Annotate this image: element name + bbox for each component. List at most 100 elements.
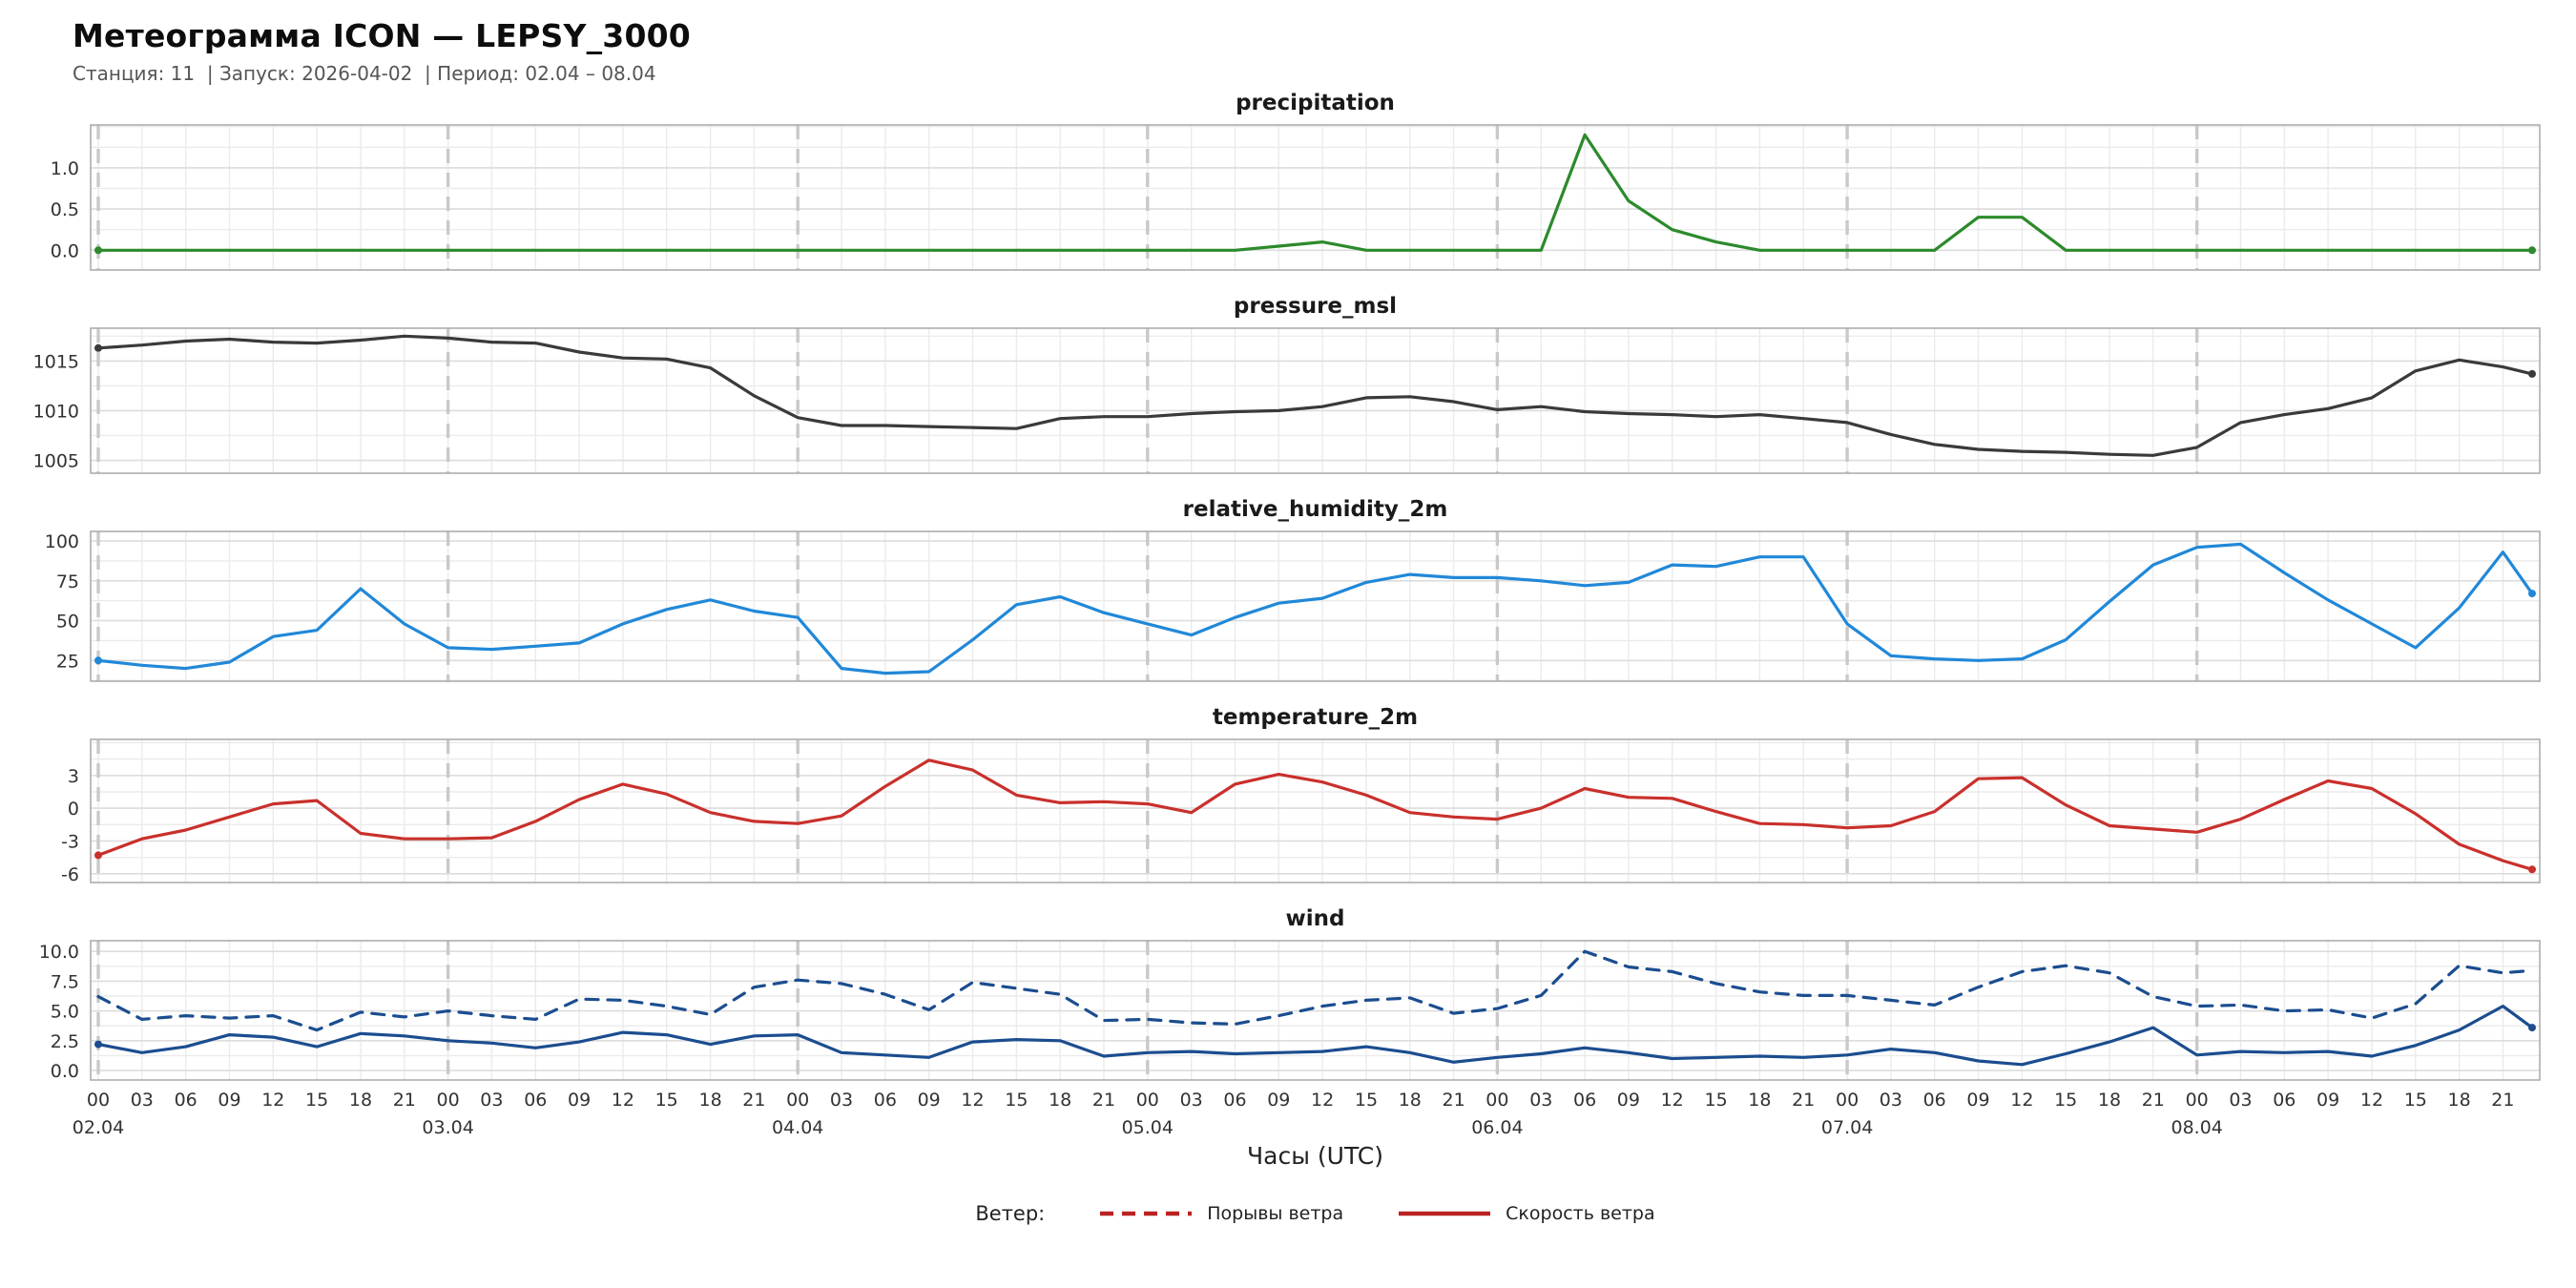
svg-text:0.0: 0.0 <box>51 1061 79 1082</box>
panel-wind: wind 0.0 2.5 5.0 7.5 10.0 00 03 06 09 12 15 18 21 00 0… <box>0 906 2576 1140</box>
svg-text:06.04: 06.04 <box>1471 1117 1523 1138</box>
svg-text:03: 03 <box>2229 1090 2252 1111</box>
wind-legend: Ветер: Порывы ветра Скорость ветра <box>91 1202 2540 1225</box>
svg-text:3: 3 <box>68 766 79 787</box>
svg-text:-6: -6 <box>61 864 79 885</box>
svg-text:15: 15 <box>2054 1090 2077 1111</box>
legend-item-speed-label: Скорость ветра <box>1506 1203 1655 1224</box>
svg-text:15: 15 <box>1005 1090 1028 1111</box>
meteogram-page: Метеограмма ICON — LEPSY_3000 Станция: 1… <box>0 0 2576 1225</box>
panel-temperature: temperature_2m -6 -3 0 3 <box>0 705 2576 889</box>
svg-text:07.04: 07.04 <box>1821 1117 1873 1138</box>
svg-text:1005: 1005 <box>33 451 79 472</box>
svg-text:00: 00 <box>786 1090 809 1111</box>
svg-text:12: 12 <box>2360 1090 2383 1111</box>
x-axis-label: Часы (UTC) <box>1247 1142 1383 1170</box>
svg-text:21: 21 <box>393 1090 416 1111</box>
svg-text:09: 09 <box>918 1090 941 1111</box>
svg-text:5.0: 5.0 <box>51 1002 79 1023</box>
panel-pressure: pressure_msl 1005 1010 1015 <box>0 294 2576 480</box>
svg-text:06: 06 <box>524 1090 547 1111</box>
svg-text:12: 12 <box>261 1090 284 1111</box>
svg-text:08.04: 08.04 <box>2171 1117 2222 1138</box>
svg-text:7.5: 7.5 <box>51 971 79 992</box>
chart-title-temperature: temperature_2m <box>1212 705 1419 730</box>
svg-text:21: 21 <box>2491 1090 2514 1111</box>
svg-text:21: 21 <box>1443 1090 1465 1111</box>
svg-text:00: 00 <box>437 1090 460 1111</box>
svg-text:18: 18 <box>2098 1090 2121 1111</box>
svg-text:00: 00 <box>2186 1090 2209 1111</box>
svg-text:15: 15 <box>2404 1090 2427 1111</box>
page-subtitle: Станция: 11 | Запуск: 2026-04-02 | Перио… <box>73 62 656 85</box>
speed-solid-line-swatch <box>1399 1211 1491 1216</box>
chart-title-precipitation: precipitation <box>1236 91 1395 115</box>
svg-text:09: 09 <box>1966 1090 1989 1111</box>
svg-text:1015: 1015 <box>33 351 79 372</box>
svg-text:18: 18 <box>699 1090 722 1111</box>
svg-text:09: 09 <box>2316 1090 2339 1111</box>
svg-text:06: 06 <box>874 1090 897 1111</box>
chart-title-humidity: relative_humidity_2m <box>1182 497 1448 522</box>
gusts-dashed-line-swatch <box>1100 1211 1193 1216</box>
svg-text:21: 21 <box>2142 1090 2165 1111</box>
svg-text:15: 15 <box>305 1090 328 1111</box>
svg-text:0: 0 <box>68 799 79 820</box>
svg-text:21: 21 <box>1792 1090 1815 1111</box>
svg-text:06: 06 <box>1223 1090 1246 1111</box>
legend-item-gusts-label: Порывы ветра <box>1207 1203 1344 1224</box>
svg-text:15: 15 <box>1705 1090 1728 1111</box>
header: Метеограмма ICON — LEPSY_3000 Станция: 1… <box>0 0 2576 85</box>
svg-text:12: 12 <box>612 1090 634 1111</box>
svg-text:75: 75 <box>56 571 79 592</box>
wind-chart: 0.0 2.5 5.0 7.5 10.0 00 03 06 09 12 15 18 21 00 03 06 09… <box>39 940 2541 1138</box>
svg-text:03: 03 <box>480 1090 503 1111</box>
svg-text:-3: -3 <box>61 832 79 853</box>
temperature-chart: -6 -3 0 3 <box>61 738 2541 885</box>
chart-title-pressure: pressure_msl <box>1233 294 1398 319</box>
svg-text:09: 09 <box>218 1090 240 1111</box>
svg-text:18: 18 <box>2448 1090 2471 1111</box>
svg-text:06: 06 <box>175 1090 197 1111</box>
legend-item-gusts: Порывы ветра <box>1098 1203 1343 1224</box>
panel-precipitation: precipitation 0.0 0.5 1.0 <box>0 91 2576 277</box>
svg-text:06: 06 <box>1923 1090 1946 1111</box>
svg-text:00: 00 <box>87 1090 110 1111</box>
svg-text:21: 21 <box>1092 1090 1115 1111</box>
svg-text:12: 12 <box>1661 1090 1684 1111</box>
svg-text:12: 12 <box>2010 1090 2033 1111</box>
page-title: Метеограмма ICON — LEPSY_3000 <box>73 17 691 54</box>
svg-text:2.5: 2.5 <box>51 1031 79 1052</box>
svg-text:25: 25 <box>56 651 79 672</box>
svg-text:09: 09 <box>1617 1090 1640 1111</box>
svg-text:03: 03 <box>1880 1090 1902 1111</box>
svg-text:03.04: 03.04 <box>422 1117 473 1138</box>
svg-text:09: 09 <box>1267 1090 1290 1111</box>
svg-text:04.04: 04.04 <box>772 1117 823 1138</box>
svg-text:18: 18 <box>1748 1090 1771 1111</box>
svg-text:00: 00 <box>1485 1090 1508 1111</box>
svg-text:15: 15 <box>1355 1090 1378 1111</box>
svg-text:50: 50 <box>56 612 79 633</box>
svg-text:21: 21 <box>742 1090 765 1111</box>
svg-text:03: 03 <box>131 1090 154 1111</box>
legend-item-speed: Скорость ветра <box>1397 1203 1655 1224</box>
svg-text:1.0: 1.0 <box>51 158 79 179</box>
svg-text:00: 00 <box>1136 1090 1159 1111</box>
panel-humidity: relative_humidity_2m 25 50 75 100 <box>0 497 2576 688</box>
svg-text:06: 06 <box>1573 1090 1596 1111</box>
svg-text:12: 12 <box>1311 1090 1334 1111</box>
svg-text:18: 18 <box>1049 1090 1071 1111</box>
svg-text:02.04: 02.04 <box>73 1117 124 1138</box>
svg-text:12: 12 <box>961 1090 984 1111</box>
svg-text:00: 00 <box>1836 1090 1859 1111</box>
svg-text:15: 15 <box>655 1090 678 1111</box>
svg-text:1010: 1010 <box>33 401 79 422</box>
svg-text:100: 100 <box>45 531 79 552</box>
svg-text:06: 06 <box>2273 1090 2296 1111</box>
svg-text:18: 18 <box>349 1090 372 1111</box>
precipitation-chart: 0.0 0.5 1.0 <box>51 124 2541 271</box>
humidity-chart: 25 50 75 100 <box>45 530 2541 682</box>
pressure-chart: 1005 1010 1015 <box>33 327 2541 474</box>
svg-text:0.0: 0.0 <box>51 240 79 261</box>
